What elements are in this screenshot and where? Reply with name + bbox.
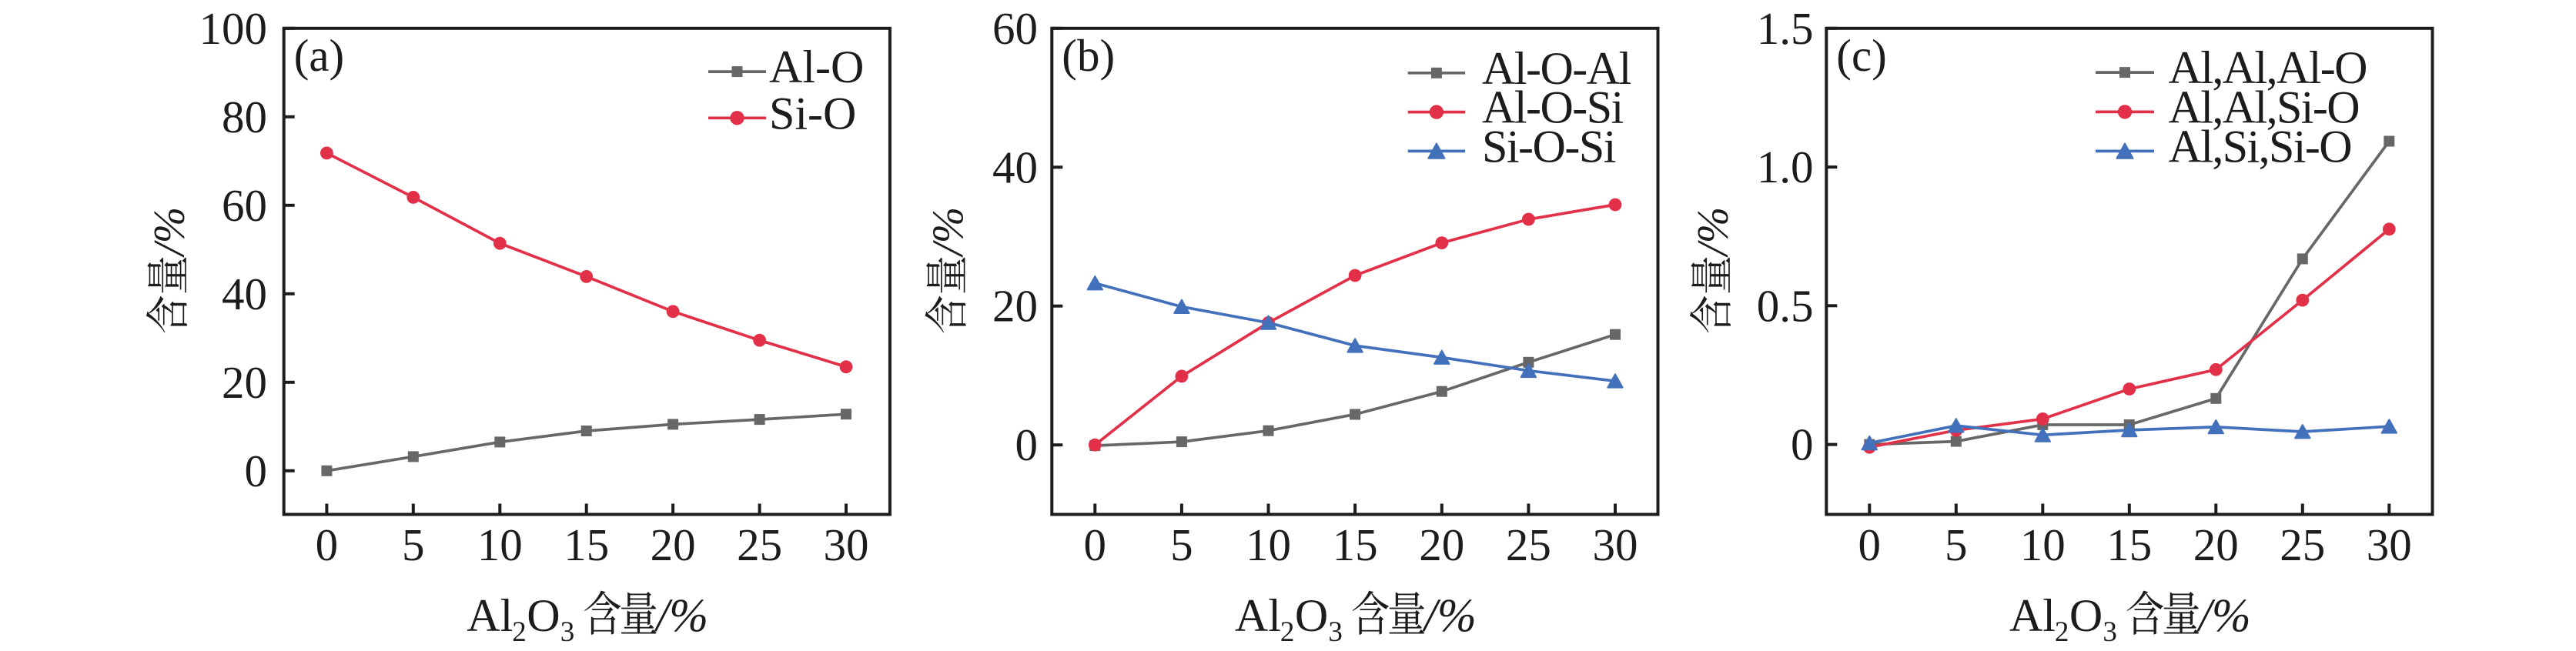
svg-text:25: 25	[1506, 519, 1551, 570]
svg-text:80: 80	[222, 92, 267, 142]
svg-text:5: 5	[402, 519, 425, 570]
svg-text:Al-O-Al: Al-O-Al	[1482, 43, 1631, 94]
svg-text:1.5: 1.5	[1757, 3, 1814, 54]
svg-text:60: 60	[992, 3, 1038, 54]
svg-text:Al-O-Si: Al-O-Si	[1482, 82, 1624, 133]
svg-text:0: 0	[1084, 519, 1107, 570]
svg-text:30: 30	[824, 519, 869, 570]
svg-text:Al-O: Al-O	[769, 42, 864, 92]
svg-text:20: 20	[2193, 519, 2239, 570]
svg-text:(a): (a)	[294, 30, 344, 81]
svg-text:25: 25	[2280, 519, 2325, 570]
svg-text:Si-O: Si-O	[769, 88, 856, 139]
svg-text:0: 0	[245, 446, 268, 496]
svg-text:Al,Al,Si-O: Al,Al,Si-O	[2169, 82, 2359, 132]
svg-text:0: 0	[316, 519, 339, 570]
svg-text:(b): (b)	[1062, 30, 1115, 81]
svg-text:40: 40	[222, 269, 267, 319]
svg-text:Al,Al,Al-O: Al,Al,Al-O	[2169, 42, 2367, 93]
svg-text:0: 0	[1858, 519, 1882, 570]
svg-text:30: 30	[2367, 519, 2412, 570]
svg-text:40: 40	[992, 142, 1038, 192]
svg-text:25: 25	[737, 519, 782, 570]
svg-text:0: 0	[1015, 419, 1039, 470]
svg-text:10: 10	[1246, 519, 1291, 570]
svg-text:15: 15	[1333, 519, 1378, 570]
svg-text:5: 5	[1945, 519, 1968, 570]
svg-text:30: 30	[1593, 519, 1638, 570]
svg-text:5: 5	[1170, 519, 1193, 570]
svg-text:10: 10	[2020, 519, 2066, 570]
svg-text:20: 20	[1419, 519, 1464, 570]
svg-text:0.5: 0.5	[1757, 280, 1814, 331]
svg-text:15: 15	[564, 519, 609, 570]
svg-text:1.0: 1.0	[1757, 142, 1814, 192]
svg-text:Al,Si,Si-O: Al,Si,Si-O	[2169, 121, 2351, 172]
svg-text:0: 0	[1791, 419, 1814, 470]
svg-text:10: 10	[477, 519, 523, 570]
svg-text:15: 15	[2106, 519, 2152, 570]
svg-text:Si-O-Si: Si-O-Si	[1482, 121, 1616, 172]
svg-text:100: 100	[199, 3, 268, 54]
svg-text:60: 60	[222, 180, 267, 231]
svg-text:(c): (c)	[1836, 30, 1886, 81]
svg-text:20: 20	[992, 281, 1038, 332]
svg-text:20: 20	[222, 357, 267, 408]
svg-text:20: 20	[651, 519, 696, 570]
